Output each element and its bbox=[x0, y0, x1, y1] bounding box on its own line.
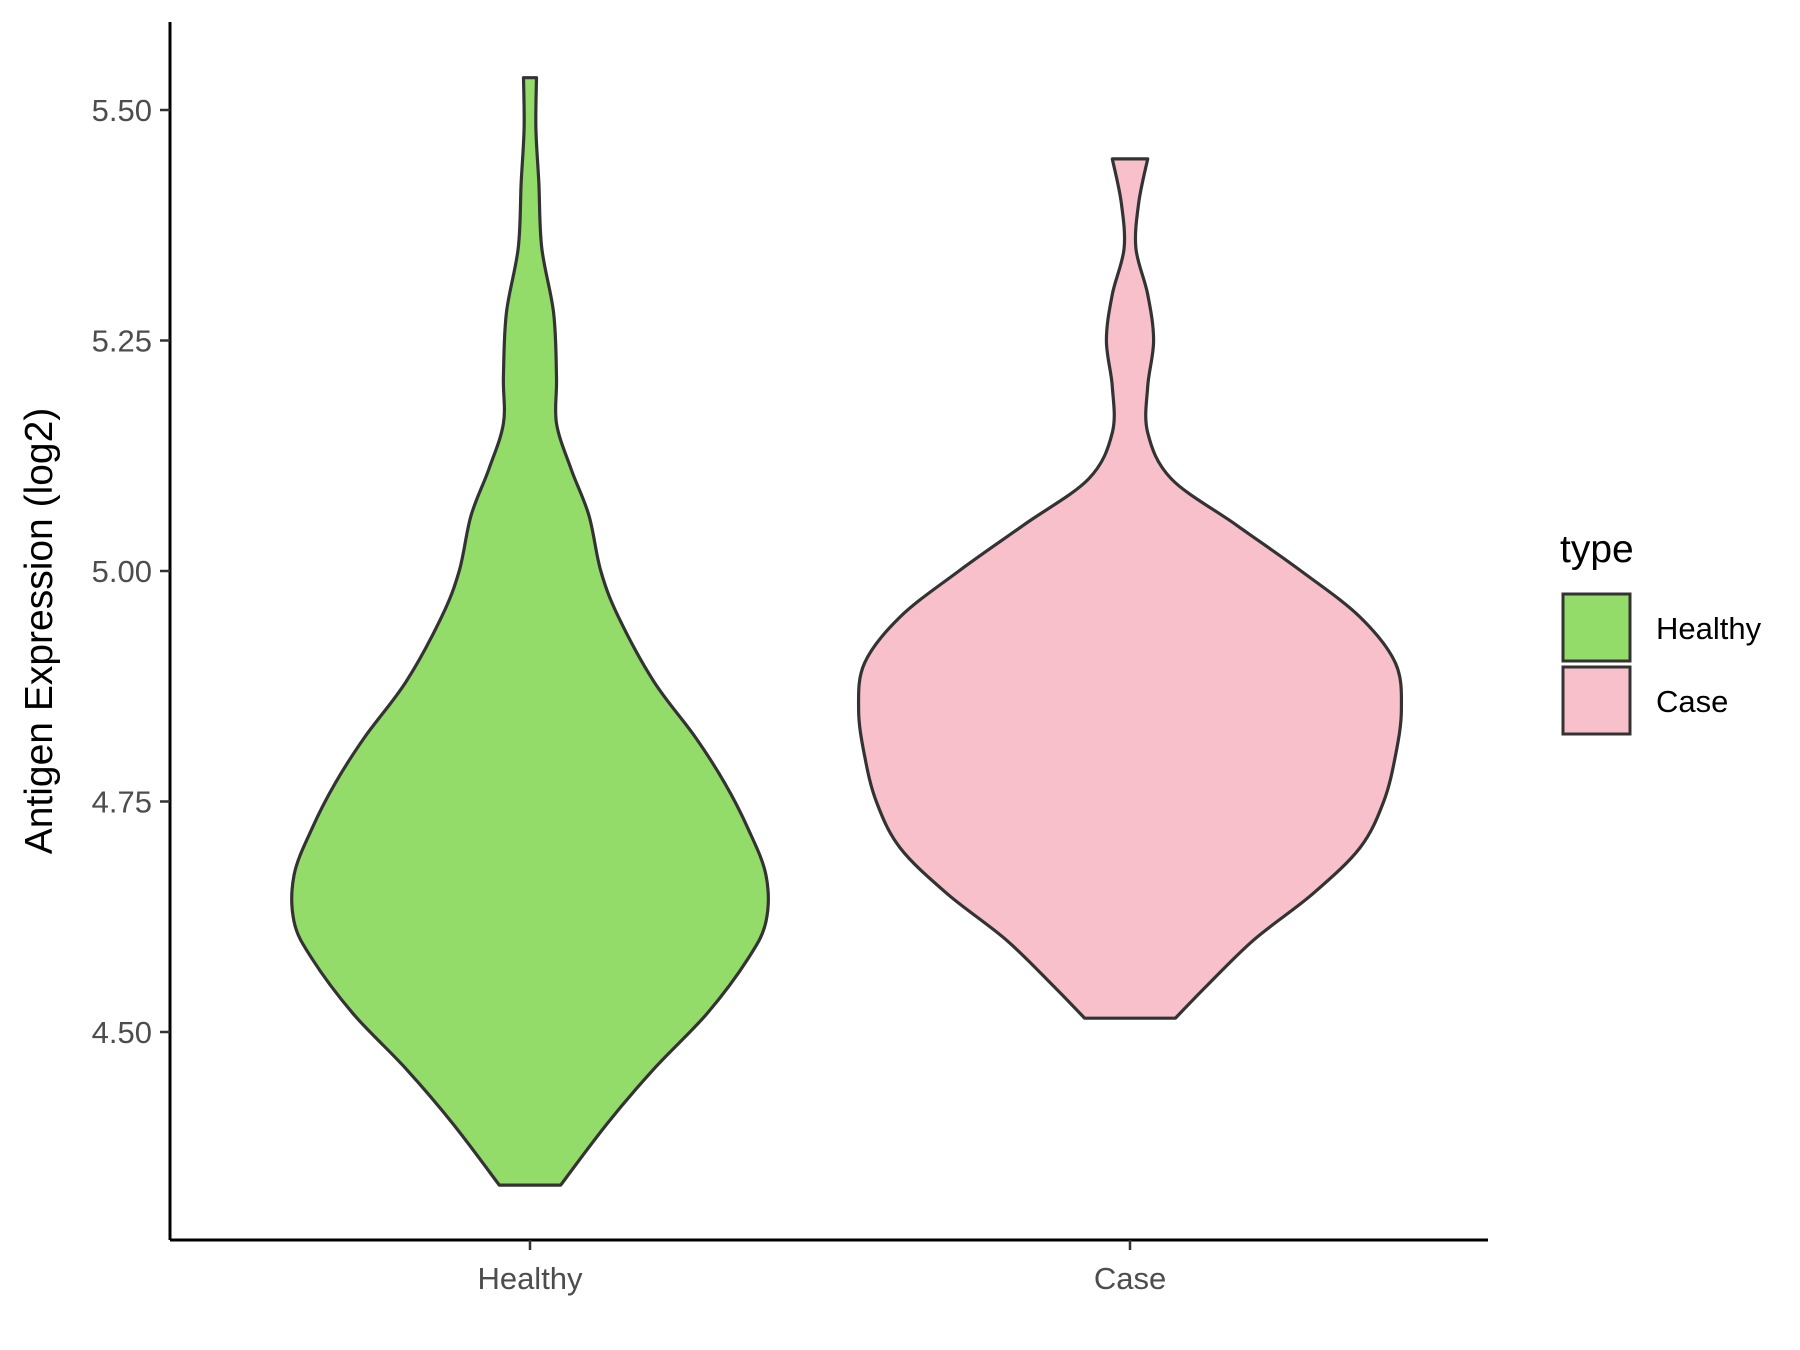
y-tick-label: 5.25 bbox=[92, 324, 152, 359]
legend-items: Healthy Case bbox=[1561, 592, 1762, 736]
y-tick-label: 4.75 bbox=[92, 785, 152, 820]
violin-healthy bbox=[290, 76, 770, 1187]
legend-label-case: Case bbox=[1656, 684, 1728, 719]
legend-title: type bbox=[1560, 528, 1634, 571]
y-tick-label: 4.50 bbox=[92, 1015, 152, 1050]
legend-swatch-case bbox=[1561, 665, 1632, 736]
y-tick-label: 5.00 bbox=[92, 554, 152, 589]
x-tick-label: Case bbox=[1094, 1261, 1166, 1296]
violins-layer bbox=[290, 76, 1404, 1187]
y-tick-label: 5.50 bbox=[92, 93, 152, 128]
x-tick-label: Healthy bbox=[477, 1261, 583, 1296]
y-axis-title: Antigen Expression (log2) bbox=[18, 408, 61, 855]
violin-case bbox=[856, 157, 1404, 1020]
legend-label-healthy: Healthy bbox=[1656, 611, 1762, 646]
axes-layer: 4.50 4.75 5.00 5.25 5.50 Healthy Case bbox=[92, 22, 1488, 1296]
legend-swatch-healthy bbox=[1561, 592, 1632, 663]
legend: type Healthy Case bbox=[1560, 528, 1762, 736]
